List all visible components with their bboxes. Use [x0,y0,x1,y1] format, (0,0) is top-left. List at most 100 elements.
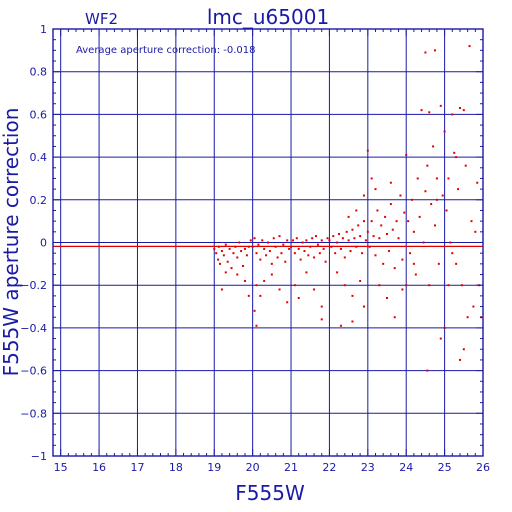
data-point [386,232,389,235]
y-tick-label: −0.2 [20,279,47,292]
data-point [314,235,317,238]
data-point [362,194,365,197]
data-point [322,247,325,250]
data-point [405,284,408,287]
data-point [343,284,346,287]
data-point [303,250,306,253]
data-point [301,241,304,244]
x-tick-label: 23 [361,461,375,474]
data-point [409,252,412,255]
data-point [243,279,246,282]
data-point [320,239,323,242]
data-point [397,237,400,240]
data-point [447,284,450,287]
x-tick-labels: 15 16 17 18 19 20 21 22 23 24 25 26 [54,461,490,474]
data-point [430,203,433,206]
data-point [426,164,429,167]
data-point [426,369,429,372]
data-point [435,177,438,180]
data-point [313,288,316,291]
x-tick-label: 25 [438,461,452,474]
data-point [217,258,220,261]
data-point [437,262,440,265]
y-axis-label: F555W aperture correction [0,108,23,377]
data-point [268,250,271,253]
data-point [220,288,223,291]
x-tick-label: 22 [322,461,336,474]
data-point [451,252,454,255]
data-point [401,258,404,261]
data-point [215,252,218,255]
data-point [238,241,241,244]
panel-label: WF2 [85,10,118,28]
data-point [272,237,275,240]
data-point [439,104,442,107]
data-point [389,203,392,206]
data-point [219,262,222,265]
data-point [247,294,250,297]
data-point [276,256,279,259]
data-point [263,247,266,250]
data-point [261,239,264,242]
data-point [395,220,398,223]
data-point [232,252,235,255]
data-point [422,241,425,244]
data-point [343,256,346,259]
data-point [378,237,381,240]
x-tick-label: 26 [476,461,490,474]
data-point [265,254,268,257]
average-annotation: Average aperture correction: -0.018 [76,45,256,56]
data-point [416,177,419,180]
data-point [307,254,310,257]
y-tick-label: 0.8 [30,66,48,79]
data-point [288,247,291,250]
data-point [226,260,229,263]
data-point [334,252,337,255]
data-point [374,188,377,191]
data-point [353,237,356,240]
data-point [351,320,354,323]
data-point [462,109,465,112]
data-point [242,264,245,267]
data-point [432,145,435,148]
data-point [453,151,456,154]
data-point [424,51,427,54]
y-tick-label: −0.8 [20,407,47,420]
data-point [410,198,413,201]
data-point [364,239,367,242]
data-point [457,188,460,191]
data-point [236,273,239,276]
data-point [347,239,350,242]
data-point [295,237,298,240]
data-point [443,130,446,133]
data-point [284,260,287,263]
data-point [386,297,389,300]
data-point [251,245,254,248]
data-point [341,237,344,240]
data-point [351,228,354,231]
y-tick-labels: −1 −0.8 −0.6 −0.4 −0.2 0 0.2 0.4 0.6 0.8 1 [20,23,47,463]
data-points [213,45,483,372]
data-point [230,267,233,270]
data-point [255,284,258,287]
data-point [451,113,454,116]
data-point [293,284,296,287]
data-point [370,177,373,180]
data-point [297,247,300,250]
data-point [345,230,348,233]
y-tick-label: 0 [40,237,47,250]
data-point [370,220,373,223]
data-point [286,239,289,242]
data-point [374,254,377,257]
data-point [259,294,262,297]
data-point [399,194,402,197]
data-point [339,324,342,327]
data-point [428,284,431,287]
data-point [414,273,417,276]
data-point [347,215,350,218]
data-point [366,149,369,152]
data-point [434,49,437,52]
data-point [362,220,365,223]
data-point [236,256,239,259]
data-point [320,318,323,321]
